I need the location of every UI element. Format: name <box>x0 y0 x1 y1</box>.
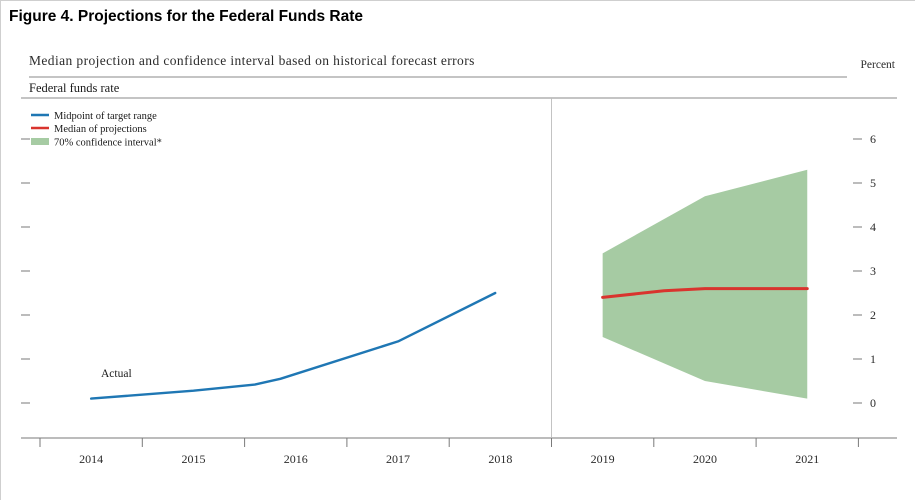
chart-legend: Midpoint of target range Median of proje… <box>31 111 162 149</box>
y-tick-label: 5 <box>870 176 876 190</box>
legend-label-midpoint: Midpoint of target range <box>54 111 157 122</box>
x-tick-label: 2018 <box>488 452 512 466</box>
x-tick-label: 2015 <box>181 452 205 466</box>
figure-title: Figure 4. Projections for the Federal Fu… <box>9 8 363 25</box>
x-tick-label: 2019 <box>591 452 615 466</box>
legend-label-confidence-interval: 70% confidence interval* <box>54 138 162 149</box>
y-tick-label: 2 <box>870 308 876 322</box>
median-projection-line <box>601 287 809 299</box>
actual-midpoint-line <box>89 291 497 400</box>
y-tick-label: 4 <box>870 220 876 234</box>
legend-swatch-confidence-interval <box>31 138 49 145</box>
x-tick-label: 2014 <box>79 452 103 466</box>
actual-annotation-label: Actual <box>101 368 132 380</box>
x-tick-label: 2021 <box>795 452 819 466</box>
y-axis-unit-label: Percent <box>861 59 896 71</box>
legend-label-median: Median of projections <box>54 124 147 135</box>
y-tick-label: 6 <box>870 132 876 146</box>
y-tick-label: 0 <box>870 396 876 410</box>
chart-subtitle: Median projection and confidence interva… <box>29 53 475 68</box>
confidence-band-area <box>602 169 808 399</box>
x-tick-label: 2016 <box>284 452 308 466</box>
y-tick-label: 3 <box>870 264 876 278</box>
x-tick-label: 2017 <box>386 452 410 466</box>
plot-generated-layer: 0 1 2 3 4 5 6 2014 2015 2016 2017 2018 2019 2020 2021 <box>21 98 897 466</box>
series-group-label: Federal funds rate <box>29 81 120 95</box>
y-tick-label: 1 <box>870 352 876 366</box>
x-tick-label: 2020 <box>693 452 717 466</box>
